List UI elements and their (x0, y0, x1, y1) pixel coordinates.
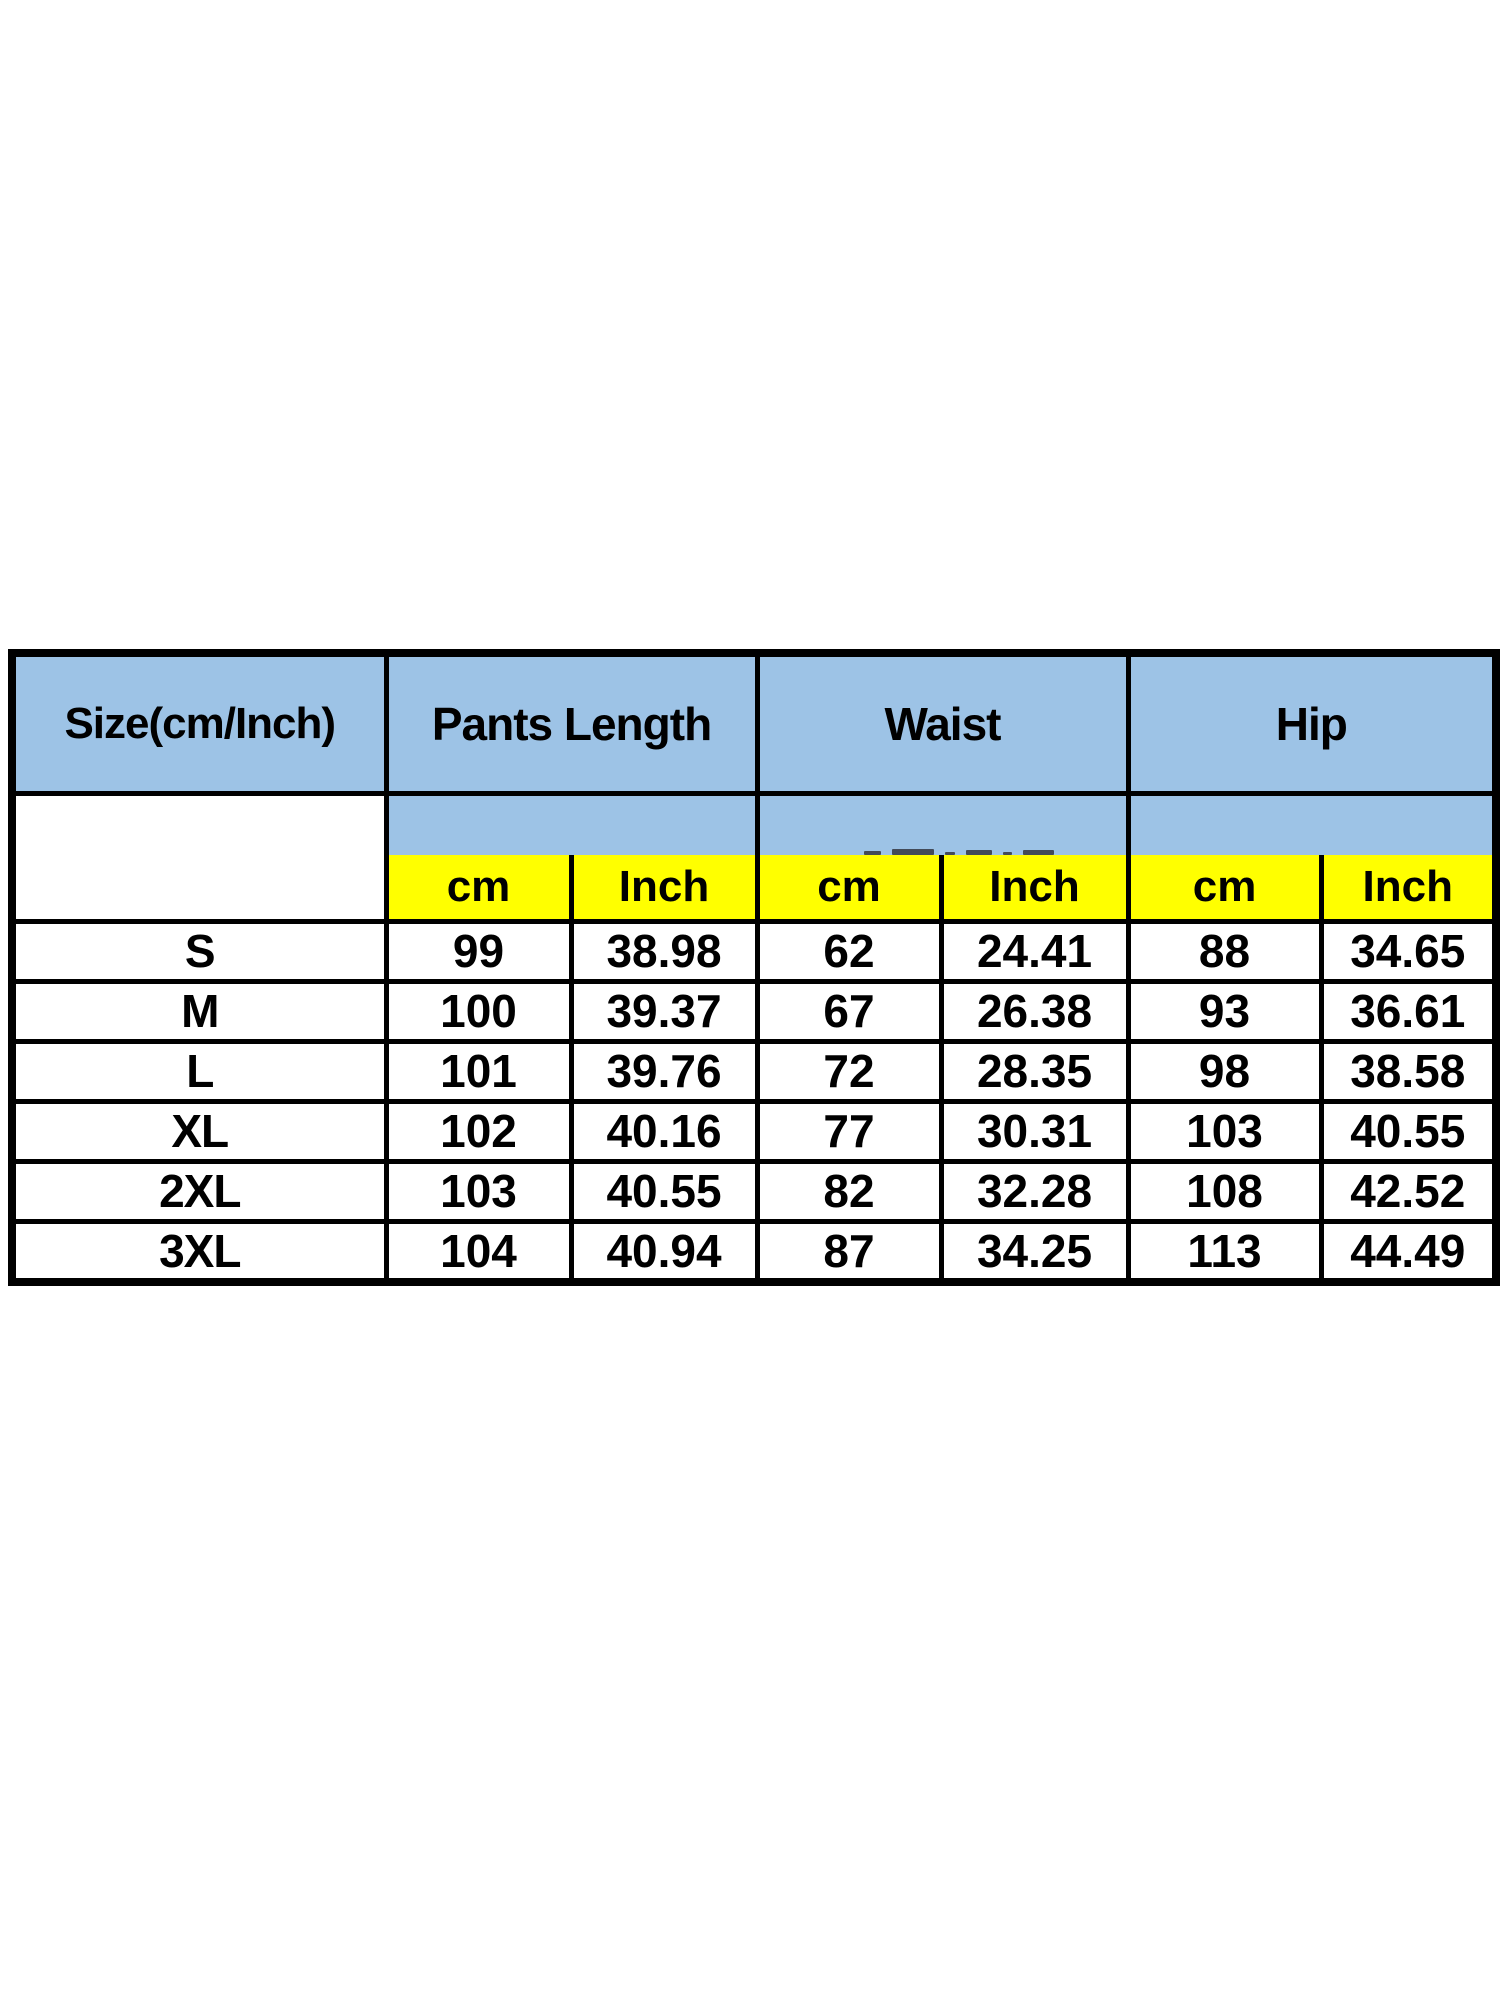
waist-cm-cell: 62 (754, 918, 944, 984)
hip-cm-cell: 93 (1125, 978, 1324, 1044)
hip-inch-cell: 42.52 (1318, 1158, 1499, 1224)
size-cell: 3XL (9, 1218, 389, 1284)
pants-cm-cell: 99 (383, 918, 574, 984)
pants-cm-cell: 104 (383, 1218, 574, 1284)
pants-inch-cell: 40.55 (568, 1158, 760, 1224)
pants-cm-cell: 103 (383, 1158, 574, 1224)
hip-cm-cell: 103 (1125, 1098, 1324, 1164)
size-cell: 2XL (9, 1158, 389, 1224)
pants-inch-unit: Inch (568, 855, 760, 924)
waist-inch-cell: 32.28 (938, 1158, 1131, 1224)
waist-inch-cell: 26.38 (938, 978, 1131, 1044)
artifact-mark (965, 850, 992, 855)
pants-cm-unit: cm (383, 855, 574, 924)
hip-cm-cell: 98 (1125, 1038, 1324, 1104)
hip-inch-unit: Inch (1318, 855, 1499, 924)
hip-inch-cell: 38.58 (1318, 1038, 1499, 1104)
size-row-s: S 99 38.98 62 24.41 88 34.65 (9, 918, 1499, 984)
blank-waist-cell (754, 790, 1131, 855)
waist-cm-cell: 77 (754, 1098, 944, 1164)
size-cell: XL (9, 1098, 389, 1164)
clipped-text-artifact (863, 847, 1054, 855)
size-column-header: Size(cm/Inch) (9, 650, 389, 796)
hip-cm-cell: 113 (1125, 1218, 1324, 1284)
pants-cm-cell: 101 (383, 1038, 574, 1104)
waist-inch-cell: 28.35 (938, 1038, 1131, 1104)
pants-inch-cell: 39.76 (568, 1038, 760, 1104)
pants-cm-cell: 100 (383, 978, 574, 1044)
artifact-mark (944, 852, 955, 855)
blank-pants-cell (383, 790, 760, 855)
hip-cm-cell: 88 (1125, 918, 1324, 984)
waist-cm-cell: 67 (754, 978, 944, 1044)
pants-inch-cell: 38.98 (568, 918, 760, 984)
size-cell: S (9, 918, 389, 984)
artifact-mark (863, 851, 881, 855)
hip-inch-cell: 36.61 (1318, 978, 1499, 1044)
pants-cm-cell: 102 (383, 1098, 574, 1164)
waist-inch-cell: 34.25 (938, 1218, 1131, 1284)
hip-header: Hip (1125, 650, 1499, 796)
pants-inch-cell: 39.37 (568, 978, 760, 1044)
artifact-mark (1002, 852, 1012, 855)
hip-cm-cell: 108 (1125, 1158, 1324, 1224)
blank-size-cell (9, 790, 389, 921)
size-row-m: M 100 39.37 67 26.38 93 36.61 (9, 978, 1499, 1044)
units-row: cm Inch cm Inch cm Inch (12, 855, 1499, 924)
artifact-mark (1022, 850, 1054, 855)
size-chart-table: Size(cm/Inch) Pants Length Waist Hip (8, 649, 1500, 1286)
artifact-mark (891, 849, 934, 855)
pants-inch-cell: 40.94 (568, 1218, 760, 1284)
waist-cm-cell: 87 (754, 1218, 944, 1284)
size-row-xl: XL 102 40.16 77 30.31 103 40.55 (9, 1098, 1499, 1164)
blank-hip-cell (1125, 790, 1499, 855)
waist-cm-cell: 82 (754, 1158, 944, 1224)
hip-cm-unit: cm (1125, 855, 1324, 924)
hip-inch-cell: 40.55 (1318, 1098, 1499, 1164)
size-row-l: L 101 39.76 72 28.35 98 38.58 (9, 1038, 1499, 1104)
waist-header: Waist (754, 650, 1131, 796)
waist-inch-unit: Inch (938, 855, 1131, 924)
size-row-3xl: 3XL 104 40.94 87 34.25 113 44.49 (9, 1218, 1499, 1284)
header-row: Size(cm/Inch) Pants Length Waist Hip (9, 650, 1499, 796)
hip-inch-cell: 34.65 (1318, 918, 1499, 984)
size-cell: M (9, 978, 389, 1044)
waist-inch-cell: 30.31 (938, 1098, 1131, 1164)
waist-cm-unit: cm (754, 855, 944, 924)
pants-length-header: Pants Length (383, 650, 760, 796)
pants-inch-cell: 40.16 (568, 1098, 760, 1164)
waist-cm-cell: 72 (754, 1038, 944, 1104)
size-row-2xl: 2XL 103 40.55 82 32.28 108 42.52 (9, 1158, 1499, 1224)
waist-inch-cell: 24.41 (938, 918, 1131, 984)
spacer-row (9, 790, 1499, 921)
size-cell: L (9, 1038, 389, 1104)
hip-inch-cell: 44.49 (1318, 1218, 1499, 1284)
